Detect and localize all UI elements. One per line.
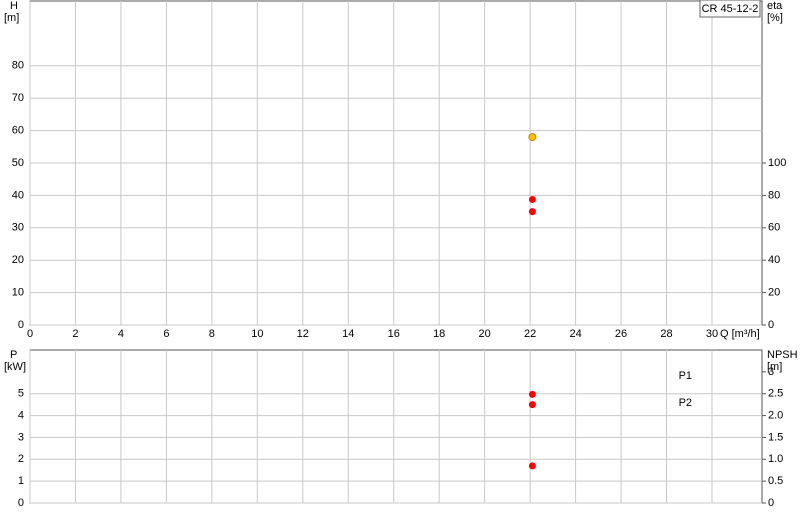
y-tick-label: 2 xyxy=(18,453,24,465)
y2-axis-label: eta xyxy=(767,0,783,12)
x-tick-label: 4 xyxy=(118,328,124,340)
y2-tick-label: 100 xyxy=(768,157,786,169)
y-tick-label: 4 xyxy=(18,409,24,421)
y2-tick-label: 3 xyxy=(768,366,774,378)
y-tick-label: 1 xyxy=(18,475,24,487)
y-tick-label: 50 xyxy=(12,157,24,169)
operating-point xyxy=(528,133,537,142)
x-tick-label: 16 xyxy=(388,328,400,340)
y2-tick-label: 60 xyxy=(768,222,780,234)
x-tick-label: 6 xyxy=(163,328,169,340)
y2-tick-label: 0 xyxy=(768,497,774,509)
y-axis-label: P xyxy=(10,349,17,361)
y2-tick-label: 2.0 xyxy=(768,409,783,421)
y-tick-label: 0 xyxy=(18,497,24,509)
y2-tick-label: 80 xyxy=(768,189,780,201)
y-tick-label: 5 xyxy=(18,388,24,400)
x-tick-label: 30 xyxy=(706,328,718,340)
operating-point xyxy=(528,401,536,409)
y-tick-label: 10 xyxy=(12,287,24,299)
y-tick-label: 20 xyxy=(12,254,24,266)
x-tick-label: 2 xyxy=(72,328,78,340)
y2-tick-label: 2.5 xyxy=(768,388,783,400)
y2-axis-label: NPSH xyxy=(767,349,798,361)
series-label: P1 xyxy=(679,370,692,382)
x-tick-label: 20 xyxy=(479,328,491,340)
x-tick-label: 10 xyxy=(251,328,263,340)
y2-axis-unit: [m] xyxy=(767,361,782,373)
y-tick-label: 0 xyxy=(18,319,24,331)
operating-point xyxy=(528,390,536,398)
y-tick-label: 70 xyxy=(12,92,24,104)
y-tick-label: 80 xyxy=(12,60,24,72)
model-box xyxy=(699,0,761,18)
x-tick-label: 8 xyxy=(209,328,215,340)
y-tick-label: 3 xyxy=(18,431,24,443)
operating-point xyxy=(528,462,536,470)
y2-axis-unit: [%] xyxy=(767,12,783,24)
model-label: CR 45-12-2 xyxy=(702,3,759,15)
x-tick-label: 24 xyxy=(569,328,581,340)
y-tick-label: 30 xyxy=(12,222,24,234)
y2-tick-label: 1.0 xyxy=(768,453,783,465)
x-tick-label: 14 xyxy=(342,328,354,340)
x-tick-label: 22 xyxy=(524,328,536,340)
x-axis-label: Q [m³/h] xyxy=(720,328,760,340)
y2-tick-label: 0 xyxy=(768,319,774,331)
y2-tick-label: 1.5 xyxy=(768,431,783,443)
y-axis-unit: [kW] xyxy=(4,361,26,373)
plot-area xyxy=(29,349,763,504)
y-axis-label: H xyxy=(10,0,18,12)
x-tick-label: 0 xyxy=(27,328,33,340)
x-tick-label: 18 xyxy=(433,328,445,340)
x-tick-label: 28 xyxy=(660,328,672,340)
y-tick-label: 40 xyxy=(12,189,24,201)
x-tick-label: 26 xyxy=(615,328,627,340)
y2-tick-label: 40 xyxy=(768,254,780,266)
y-axis-unit: [m] xyxy=(4,12,19,24)
y2-tick-label: 0.5 xyxy=(768,475,783,487)
operating-point xyxy=(528,195,536,203)
y-tick-label: 60 xyxy=(12,125,24,137)
y2-tick-label: 20 xyxy=(768,287,780,299)
operating-point xyxy=(528,208,536,216)
x-tick-label: 12 xyxy=(297,328,309,340)
series-label: P2 xyxy=(679,397,692,409)
